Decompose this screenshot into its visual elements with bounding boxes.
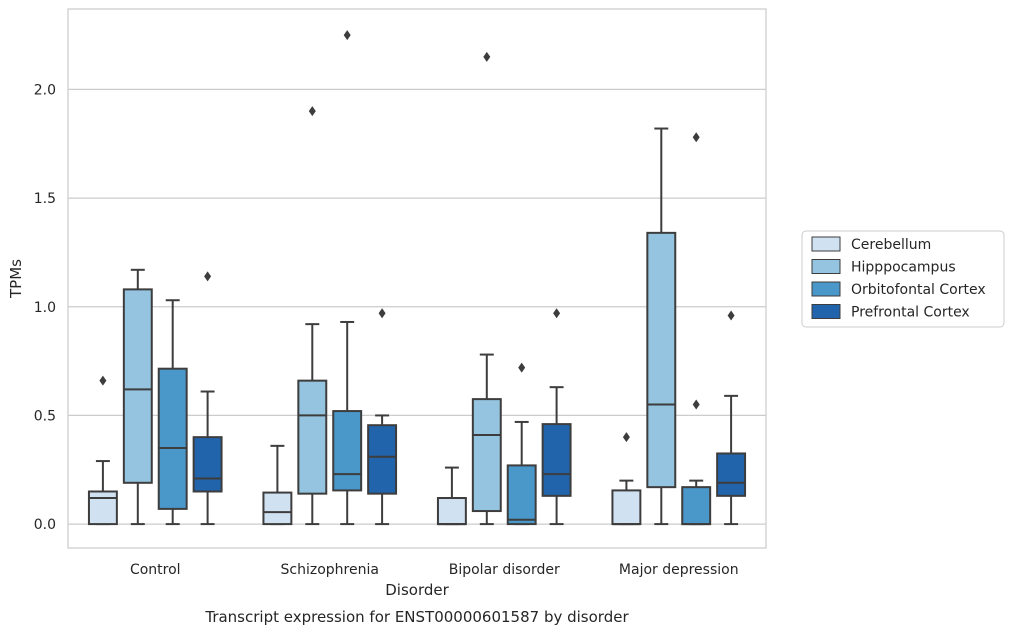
chart-caption: Transcript expression for ENST0000060158… (204, 608, 629, 626)
box-hipppocampus-2 (471, 51, 502, 526)
boxes (87, 30, 747, 526)
box-body (367, 424, 398, 495)
box-hipppocampus-1 (297, 106, 328, 526)
legend-label: Cerebellum (851, 237, 931, 253)
x-tick-label: Bipolar disorder (449, 562, 560, 578)
legend-swatch (811, 259, 841, 274)
box-body (122, 288, 153, 484)
box-body (646, 231, 677, 489)
box-cerebellum-2 (436, 466, 467, 526)
y-axis-label: TPMs (7, 259, 25, 299)
box-orbitofontal-cortex-0 (157, 299, 188, 526)
outlier-point (622, 432, 630, 443)
y-tick-label: 1.0 (34, 300, 56, 316)
box-body (262, 491, 293, 526)
box-orbitofontal-cortex-3 (681, 132, 712, 526)
legend-label: Orbitofontal Cortex (851, 282, 986, 298)
box-body (541, 423, 572, 497)
x-tick-label: Control (130, 562, 181, 578)
outlier-point (204, 271, 212, 282)
outlier-point (553, 308, 561, 319)
outlier-point (378, 308, 386, 319)
legend-label: Hipppocampus (851, 260, 956, 276)
box-body (87, 490, 118, 526)
outlier-point (99, 375, 107, 386)
y-tick-label: 1.5 (34, 191, 56, 207)
outlier-point (692, 399, 700, 410)
box-cerebellum-1 (262, 444, 293, 526)
box-body (436, 497, 467, 526)
plot-frame (67, 8, 767, 549)
box-body (611, 489, 642, 526)
box-body (681, 486, 712, 526)
box-cerebellum-0 (87, 375, 118, 526)
legend-swatch (811, 281, 841, 297)
box-cerebellum-3 (611, 432, 642, 526)
box-hipppocampus-3 (646, 127, 677, 526)
box-orbitofontal-cortex-1 (332, 30, 363, 526)
outlier-point (343, 30, 351, 41)
box-prefrontal-cortex-3 (716, 310, 747, 526)
y-tick-label: 0.5 (34, 408, 56, 424)
box-body (157, 367, 188, 510)
legend-swatch (811, 236, 841, 252)
outlier-point (308, 106, 316, 117)
box-prefrontal-cortex-1 (367, 308, 398, 526)
box-orbitofontal-cortex-2 (506, 362, 537, 526)
outlier-point (483, 51, 491, 62)
y-axis-ticks: 0.0 0.5 1.0 1.5 2.0 (34, 82, 56, 533)
y-tick-label: 2.0 (34, 82, 56, 98)
y-tick-label: 0.0 (34, 517, 56, 533)
box-hipppocampus-0 (122, 268, 153, 526)
outlier-point (692, 132, 700, 143)
legend-frame (801, 230, 1005, 328)
box-body (192, 436, 223, 493)
box-body (471, 398, 502, 513)
outlier-point (727, 310, 735, 321)
box-body (332, 410, 363, 492)
x-axis-label: Disorder (385, 581, 449, 599)
legend-swatch (811, 304, 841, 319)
x-tick-label: Schizophrenia (281, 562, 379, 578)
box-body (506, 464, 537, 526)
box-body (716, 452, 747, 497)
legend: Cerebellum Hipppocampus Orbitofontal Corte… (801, 230, 1005, 328)
box-prefrontal-cortex-0 (192, 271, 223, 526)
legend-label: Prefrontal Cortex (851, 305, 970, 321)
box-body (297, 379, 328, 495)
x-axis-ticks: Control Schizophrenia Bipolar disorder Majo… (130, 562, 739, 578)
outlier-point (518, 362, 526, 373)
x-tick-label: Major depression (619, 562, 739, 578)
box-prefrontal-cortex-2 (541, 308, 572, 526)
